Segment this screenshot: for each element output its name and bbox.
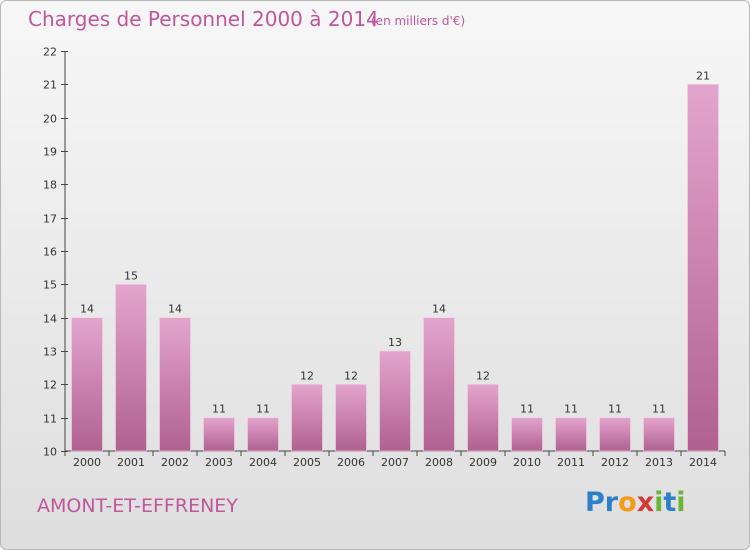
x-tick-label: 2006 (337, 456, 365, 469)
x-tick-label: 2010 (513, 456, 541, 469)
y-tick-label: 12 (43, 379, 57, 392)
proxiti-logo[interactable]: Proxiti (585, 487, 686, 518)
commune-name: AMONT-ET-EFFRENEY (37, 495, 238, 517)
y-tick-label: 21 (43, 79, 57, 92)
x-tick-label: 2011 (557, 456, 585, 469)
bar-value-label: 11 (256, 403, 270, 416)
x-tick-label: 2004 (249, 456, 277, 469)
bar (335, 384, 367, 452)
bar (555, 417, 587, 452)
y-tick-label: 11 (43, 413, 57, 426)
bar-value-label: 11 (212, 403, 226, 416)
x-tick-label: 2008 (425, 456, 453, 469)
bar (467, 384, 499, 452)
bar-value-label: 12 (300, 369, 314, 382)
logo-letter: x (636, 487, 655, 518)
bar-value-label: 11 (564, 403, 578, 416)
bar (599, 417, 631, 452)
y-tick-label: 17 (43, 213, 57, 226)
x-tick-label: 2005 (293, 456, 321, 469)
bar-value-label: 11 (608, 403, 622, 416)
bar-value-label: 14 (80, 303, 94, 316)
x-tick-label: 2013 (645, 456, 673, 469)
logo-letter: t (663, 487, 677, 518)
bar-value-label: 12 (476, 369, 490, 382)
x-tick-label: 2001 (117, 456, 145, 469)
bar (291, 384, 323, 452)
bar (159, 317, 191, 452)
x-tick-label: 2002 (161, 456, 189, 469)
logo-letter: i (654, 487, 664, 518)
x-tick-label: 2012 (601, 456, 629, 469)
y-tick-label: 10 (43, 446, 57, 459)
y-tick-label: 16 (43, 246, 57, 259)
bar (115, 284, 147, 452)
x-tick-label: 2003 (205, 456, 233, 469)
y-tick-label: 13 (43, 346, 57, 359)
y-tick-label: 18 (43, 179, 57, 192)
logo-letter: r (604, 487, 619, 518)
bar (423, 317, 455, 452)
logo-letter: i (676, 487, 686, 518)
x-tick-label: 2000 (73, 456, 101, 469)
bar (203, 417, 235, 452)
bar-value-label: 11 (652, 403, 666, 416)
x-tick-label: 2009 (469, 456, 497, 469)
logo-letter: o (618, 487, 637, 518)
chart-title: Charges de Personnel 2000 à 2014 (28, 7, 379, 31)
bar (643, 417, 675, 452)
y-tick-label: 22 (43, 46, 57, 59)
y-tick-label: 14 (43, 313, 57, 326)
chart-subtitle: (en milliers d'€) (371, 14, 466, 28)
bar (247, 417, 279, 452)
bar-value-label: 14 (168, 303, 182, 316)
logo-letter: P (585, 487, 605, 518)
y-tick-label: 19 (43, 146, 57, 159)
y-tick-label: 15 (43, 279, 57, 292)
bar (71, 317, 103, 452)
y-tick-label: 20 (43, 113, 57, 126)
x-tick-label: 2007 (381, 456, 409, 469)
bar-value-label: 15 (124, 269, 138, 282)
bar-value-label: 13 (388, 336, 402, 349)
x-tick-label: 2014 (689, 456, 717, 469)
bar-value-label: 21 (696, 69, 710, 82)
bar (511, 417, 543, 452)
bar-value-label: 11 (520, 403, 534, 416)
bar (687, 84, 719, 452)
bar (379, 350, 411, 452)
bar-value-label: 14 (432, 303, 446, 316)
bar-value-label: 12 (344, 369, 358, 382)
